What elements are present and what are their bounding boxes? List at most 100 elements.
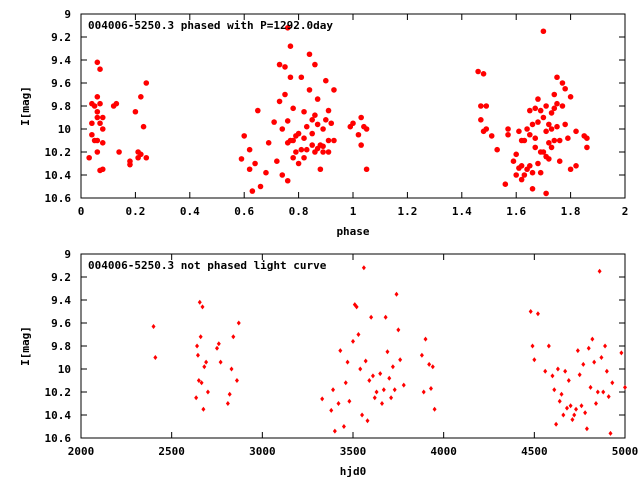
data-point (293, 149, 299, 155)
data-point (216, 341, 221, 347)
y-tick-label: 10.4 (45, 409, 72, 422)
data-point (562, 85, 568, 92)
data-point (483, 103, 490, 109)
data-point (306, 87, 313, 93)
data-point (590, 336, 595, 342)
data-point (284, 177, 291, 184)
data-point (198, 334, 203, 340)
data-point (246, 166, 253, 173)
y-tick-label: 9.6 (51, 317, 71, 330)
data-point (274, 158, 280, 164)
x-tick-label: 1.2 (397, 205, 417, 218)
data-point (295, 160, 302, 167)
y-tick-label: 9.6 (51, 77, 71, 90)
data-point (290, 105, 296, 112)
data-point (218, 359, 223, 365)
data-point (205, 389, 210, 395)
data-point (475, 68, 481, 75)
data-point (314, 121, 321, 128)
data-point (383, 314, 388, 320)
data-point (608, 430, 613, 436)
data-point (301, 108, 307, 115)
data-point (398, 357, 403, 363)
data-point (320, 126, 326, 132)
data-point (127, 161, 133, 168)
data-point (572, 412, 577, 418)
data-point (423, 336, 428, 342)
data-point (573, 128, 579, 135)
data-point (301, 135, 307, 141)
data-point (552, 387, 557, 393)
x-tick-label: 3000 (249, 445, 276, 458)
data-point (380, 401, 385, 406)
data-point (363, 358, 368, 364)
data-point (567, 166, 574, 173)
data-point (532, 135, 539, 141)
x-tick-label: 1.6 (506, 205, 526, 218)
y-tick-label: 9.4 (51, 294, 71, 307)
x-tick-label: 0.6 (234, 205, 254, 218)
x-tick-label: 0.2 (125, 205, 145, 218)
data-point (284, 25, 291, 31)
data-point (394, 291, 399, 297)
data-point (387, 375, 392, 381)
data-point (238, 156, 245, 162)
data-point (312, 61, 318, 68)
data-point (234, 378, 239, 383)
data-point (309, 130, 316, 137)
data-point (287, 43, 294, 49)
data-point (86, 154, 92, 161)
data-point (99, 126, 106, 132)
y-tick-label: 9.2 (51, 271, 71, 284)
data-point (550, 373, 555, 379)
data-point (535, 311, 540, 317)
data-point (601, 389, 606, 395)
data-point (554, 421, 559, 427)
data-point (573, 163, 579, 169)
data-point (583, 410, 588, 416)
x-tick-label: 0.4 (180, 205, 200, 218)
data-point (358, 142, 364, 148)
y-tick-label: 10.2 (45, 386, 72, 399)
data-point (532, 105, 539, 112)
data-point (354, 304, 359, 310)
data-point (518, 163, 525, 169)
data-point (345, 359, 350, 365)
data-point (196, 378, 201, 383)
y-tick-label: 10 (58, 363, 71, 376)
data-point (419, 352, 424, 358)
data-point (532, 144, 539, 151)
data-point (94, 114, 101, 121)
data-point (619, 350, 624, 356)
data-point (559, 80, 566, 86)
data-point (516, 128, 522, 135)
data-point (138, 151, 144, 158)
data-point (554, 123, 560, 130)
data-point (540, 28, 547, 35)
x-tick-label: 4000 (430, 445, 457, 458)
data-point (347, 398, 352, 404)
data-point (584, 426, 589, 432)
data-point (287, 74, 294, 81)
data-point (530, 343, 535, 349)
data-point (548, 110, 555, 116)
data-point (592, 359, 597, 365)
data-point (518, 176, 525, 183)
data-point (537, 169, 544, 176)
data-point (320, 396, 325, 402)
data-point (603, 343, 608, 349)
data-point (97, 66, 103, 72)
y-tick-label: 9 (64, 8, 71, 21)
x-tick-label: 2500 (158, 445, 185, 458)
data-point (428, 386, 433, 392)
data-point (227, 391, 232, 397)
data-point (331, 137, 337, 144)
data-point (94, 59, 101, 66)
data-point (99, 140, 106, 146)
data-point (488, 133, 495, 139)
data-point (555, 366, 560, 372)
data-point (97, 100, 103, 107)
data-point (263, 169, 269, 176)
data-point (568, 403, 573, 409)
